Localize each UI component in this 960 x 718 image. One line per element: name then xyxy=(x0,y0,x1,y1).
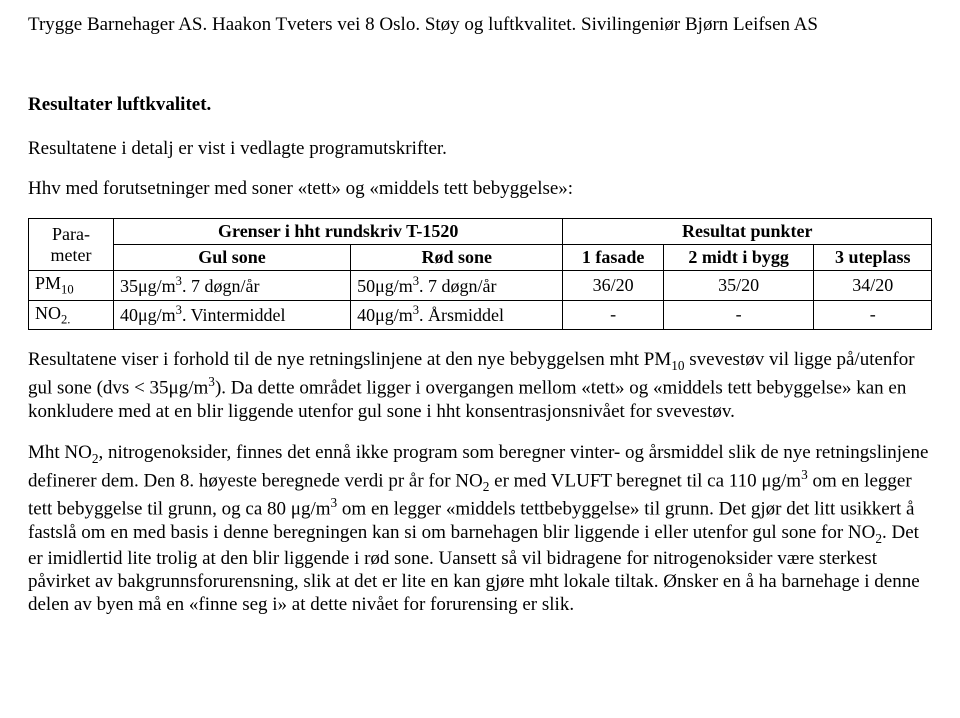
cell-rod: 40μg/m3. Årsmiddel xyxy=(351,300,563,330)
gul-value: 40μg/m xyxy=(120,305,176,325)
col-header-3uteplass: 3 uteplass xyxy=(814,245,932,271)
param-header-l1: Para- xyxy=(52,224,90,244)
param-subscript: 2. xyxy=(61,312,70,326)
paragraph-2: Mht NO2, nitrogenoksider, finnes det enn… xyxy=(28,441,932,616)
rod-value: 50μg/m xyxy=(357,276,413,296)
cell-gul: 40μg/m3. Vintermiddel xyxy=(114,300,351,330)
text-subscript: 10 xyxy=(671,358,684,373)
cell-rod: 50μg/m3. 7 døgn/år xyxy=(351,271,563,301)
text-span: Mht NO xyxy=(28,442,92,463)
rod-note: . 7 døgn/år xyxy=(419,276,496,296)
cell-r3: - xyxy=(814,300,932,330)
cell-param: PM10 xyxy=(29,271,114,301)
col-header-parameter: Para- meter xyxy=(29,219,114,271)
document-page: Trygge Barnehager AS. Haakon Tveters vei… xyxy=(0,0,960,616)
col-header-resultat: Resultat punkter xyxy=(563,219,932,245)
intro-line-1: Resultatene i detalj er vist i vedlagte … xyxy=(28,138,932,160)
cell-param: NO2. xyxy=(29,300,114,330)
section-title: Resultater luftkvalitet. xyxy=(28,94,932,116)
cell-r1: - xyxy=(563,300,663,330)
gul-note: . 7 døgn/år xyxy=(182,276,259,296)
text-span: er med VLUFT beregnet til ca 110 μg/m xyxy=(489,470,801,491)
param-prefix: PM xyxy=(35,273,61,293)
page-header: Trygge Barnehager AS. Haakon Tveters vei… xyxy=(28,14,932,36)
paragraph-1: Resultatene viser i forhold til de nye r… xyxy=(28,348,932,423)
rod-note: . Årsmiddel xyxy=(419,305,504,325)
cell-r3: 34/20 xyxy=(814,271,932,301)
gul-value: 35μg/m xyxy=(120,276,176,296)
col-header-gul: Gul sone xyxy=(114,245,351,271)
col-header-1fasade: 1 fasade xyxy=(563,245,663,271)
intro-line-2: Hhv med forutsetninger med soner «tett» … xyxy=(28,178,932,200)
table-row: NO2. 40μg/m3. Vintermiddel 40μg/m3. Årsm… xyxy=(29,300,932,330)
table-row: PM10 35μg/m3. 7 døgn/år 50μg/m3. 7 døgn/… xyxy=(29,271,932,301)
cell-gul: 35μg/m3. 7 døgn/år xyxy=(114,271,351,301)
cell-r2: - xyxy=(663,300,814,330)
col-header-grenser: Grenser i hht rundskriv T-1520 xyxy=(114,219,563,245)
rod-value: 40μg/m xyxy=(357,305,413,325)
text-superscript: 3 xyxy=(801,467,808,482)
param-header-l2: meter xyxy=(51,245,92,265)
param-subscript: 10 xyxy=(61,283,74,297)
col-header-2midt: 2 midt i bygg xyxy=(663,245,814,271)
cell-r1: 36/20 xyxy=(563,271,663,301)
param-prefix: NO xyxy=(35,303,61,323)
text-span: Resultatene viser i forhold til de nye r… xyxy=(28,349,671,370)
text-superscript: 3 xyxy=(208,374,215,389)
col-header-rod: Rød sone xyxy=(351,245,563,271)
results-table: Para- meter Grenser i hht rundskriv T-15… xyxy=(28,218,932,330)
gul-note: . Vintermiddel xyxy=(182,305,286,325)
cell-r2: 35/20 xyxy=(663,271,814,301)
text-subscript: 2 xyxy=(92,451,99,466)
